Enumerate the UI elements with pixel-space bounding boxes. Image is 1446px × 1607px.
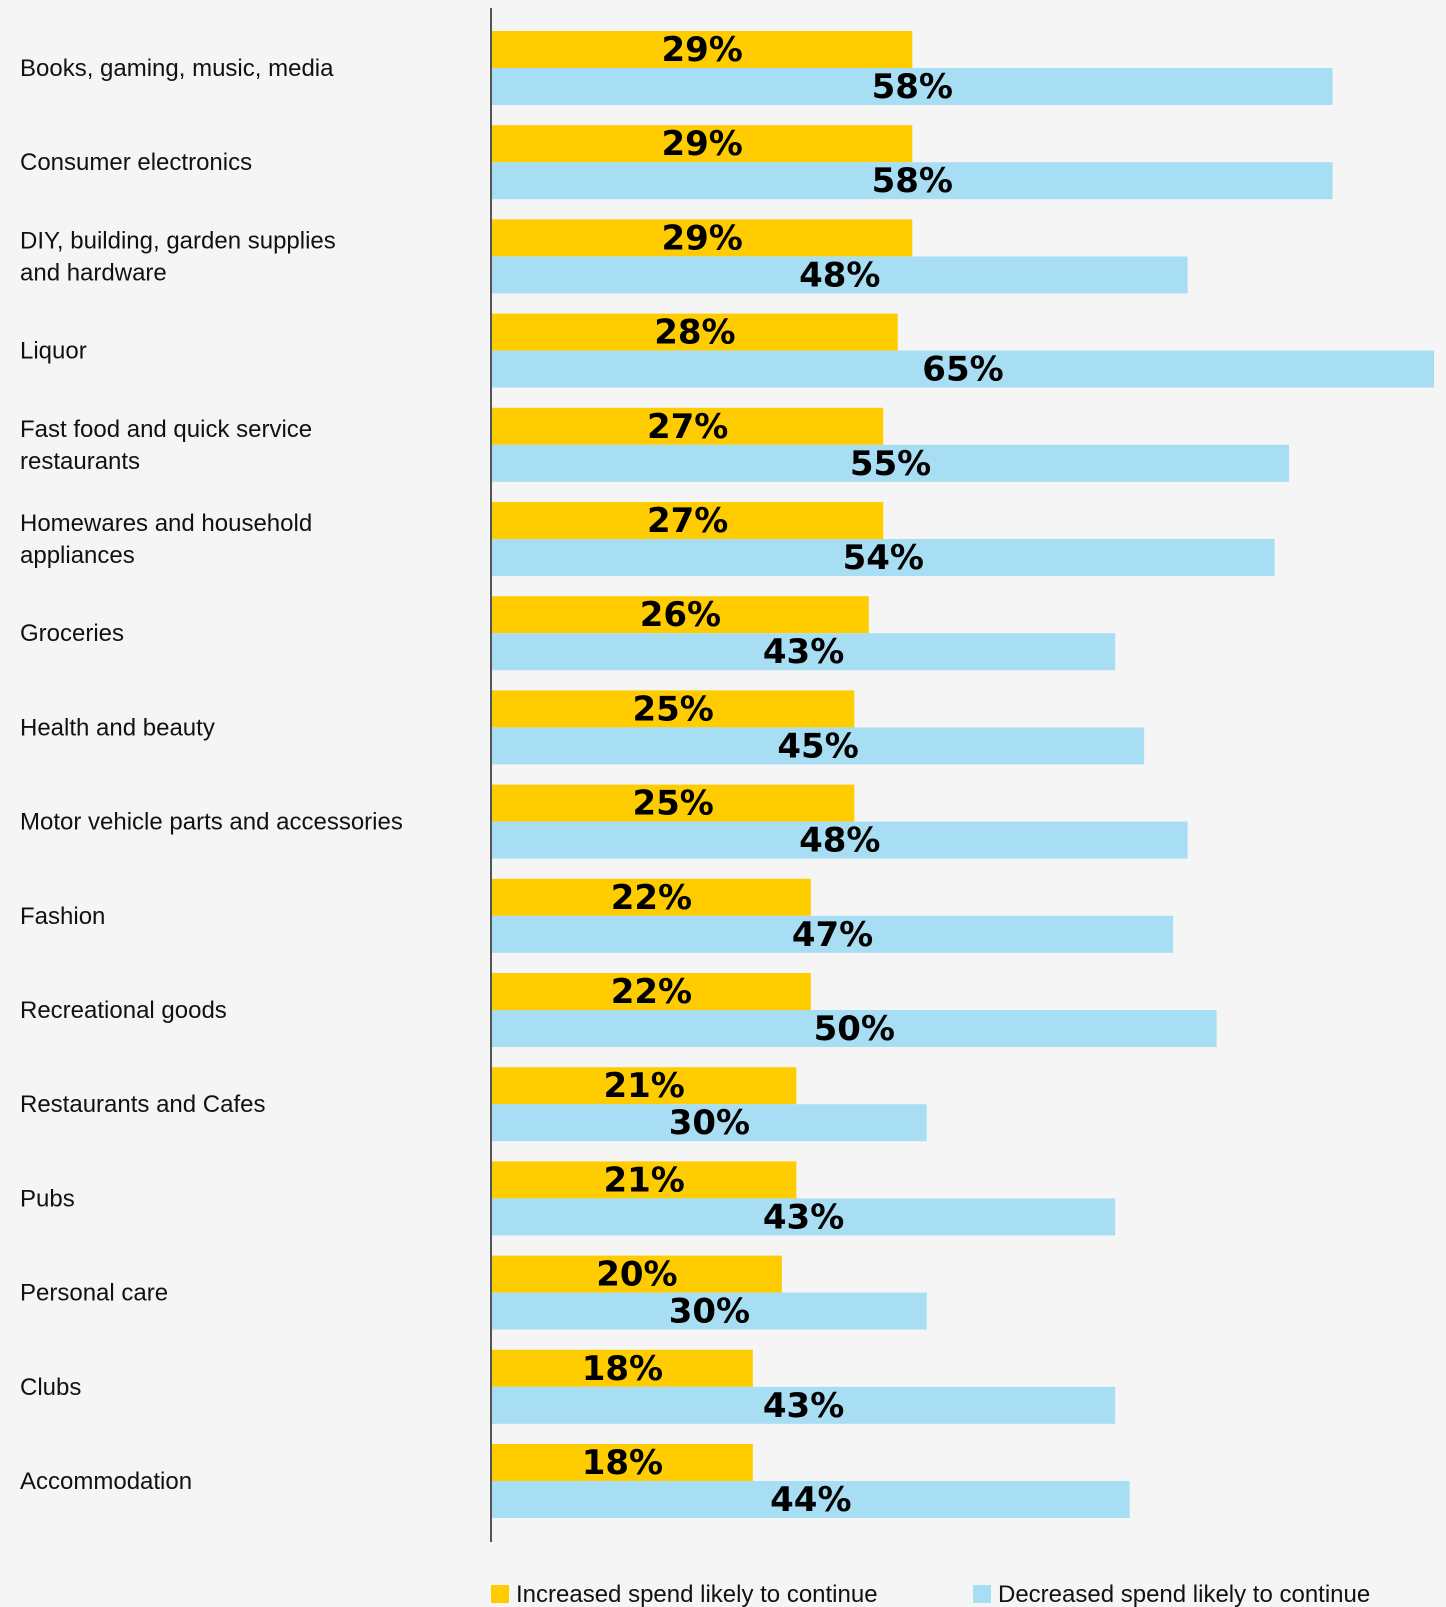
value-label-increased: 20% [596,1255,677,1295]
bar-decreased [492,162,1333,200]
bar-decreased [492,1386,1116,1424]
value-label-decreased: 65% [922,350,1003,390]
bar-increased [492,1067,797,1105]
bar-decreased [492,68,1333,105]
category-label: Liquor [20,338,87,365]
value-label-decreased: 54% [843,538,924,578]
value-label-increased: 27% [647,407,728,447]
bar-increased [492,31,913,68]
value-label-increased: 21% [603,1160,684,1200]
value-label-increased: 18% [582,1349,663,1389]
legend-swatch-decreased [973,1585,991,1603]
category-label: Homewares and household appliances [20,510,312,569]
value-label-increased: 21% [603,1066,684,1106]
value-label-increased: 29% [661,218,742,258]
value-label-decreased: 30% [669,1292,750,1332]
value-label-decreased: 58% [872,67,953,107]
bar-increased [492,502,884,539]
category-label: Books, gaming, music, media [20,55,334,82]
value-label-increased: 22% [611,972,692,1012]
category-label: Health and beauty [20,714,215,741]
legend-label-decreased: Decreased spend likely to continue [998,1581,1370,1607]
category-label: Pubs [20,1185,75,1212]
category-label: Clubs [20,1374,81,1401]
category-label: DIY, building, garden supplies and hardwa… [20,227,336,286]
value-label-increased: 18% [582,1443,663,1483]
bar-decreased [492,539,1275,576]
value-label-increased: 25% [632,689,713,729]
category-label: Recreational goods [20,997,227,1024]
bar-increased [492,1444,753,1481]
bar-increased [492,313,898,351]
legend-swatch-increased [491,1585,509,1603]
bar-increased [492,1255,782,1293]
bar-decreased [492,1104,927,1142]
bar-series [492,31,1434,1518]
bar-increased [492,125,913,163]
legend: Increased spend likely to continue Decre… [491,1581,1370,1607]
bar-decreased [492,1010,1217,1047]
bar-increased [492,596,869,634]
bar-increased [492,784,855,822]
bar-increased [492,690,855,728]
value-label-decreased: 43% [763,1386,844,1426]
category-label: Personal care [20,1280,168,1307]
bar-decreased [492,821,1188,859]
value-label-decreased: 30% [669,1103,750,1143]
value-label-decreased: 44% [770,1480,851,1520]
category-labels: Books, gaming, music, media Consumer elec… [20,55,403,1495]
bar-decreased [492,915,1174,953]
bar-increased [492,1161,797,1199]
bar-decreased [492,1292,927,1330]
legend-label-increased: Increased spend likely to continue [516,1581,878,1607]
value-label-decreased: 48% [799,255,880,295]
value-label-decreased: 45% [777,726,858,766]
bar-increased [492,407,884,445]
bar-increased [492,219,913,257]
bar-decreased [492,727,1145,765]
category-label: Consumer electronics [20,149,252,176]
value-label-decreased: 50% [814,1009,895,1049]
bar-decreased [492,256,1188,294]
bar-increased [492,878,811,916]
bar-decreased [492,350,1434,388]
category-label: Accommodation [20,1468,192,1495]
value-label-decreased: 58% [872,161,953,201]
value-label-decreased: 47% [792,915,873,955]
category-label: Restaurants and Cafes [20,1091,265,1118]
category-label: Fashion [20,903,105,930]
value-label-increased: 28% [654,313,735,353]
bar-decreased [492,1481,1130,1518]
category-label: Groceries [20,620,124,647]
category-label: Motor vehicle parts and accessories [20,809,403,836]
value-label-increased: 29% [661,124,742,164]
bar-increased [492,1349,753,1387]
value-label-decreased: 48% [799,821,880,861]
value-label-increased: 29% [661,30,742,70]
value-label-increased: 25% [632,784,713,824]
value-labels: 29% 58% 29% 58% 29% 48% 28% 65% 27% 55% 27% 54% 26% 4… [582,30,1004,1520]
value-label-increased: 27% [647,501,728,541]
bar-decreased [492,444,1290,482]
value-label-decreased: 55% [850,444,931,484]
value-label-decreased: 43% [763,1197,844,1237]
bar-decreased [492,633,1116,671]
bar-decreased [492,1198,1116,1236]
value-label-decreased: 43% [763,632,844,672]
value-label-increased: 26% [640,595,721,635]
value-label-increased: 22% [611,878,692,918]
bar-increased [492,973,811,1010]
category-label: Fast food and quick service restaurants [20,416,312,475]
